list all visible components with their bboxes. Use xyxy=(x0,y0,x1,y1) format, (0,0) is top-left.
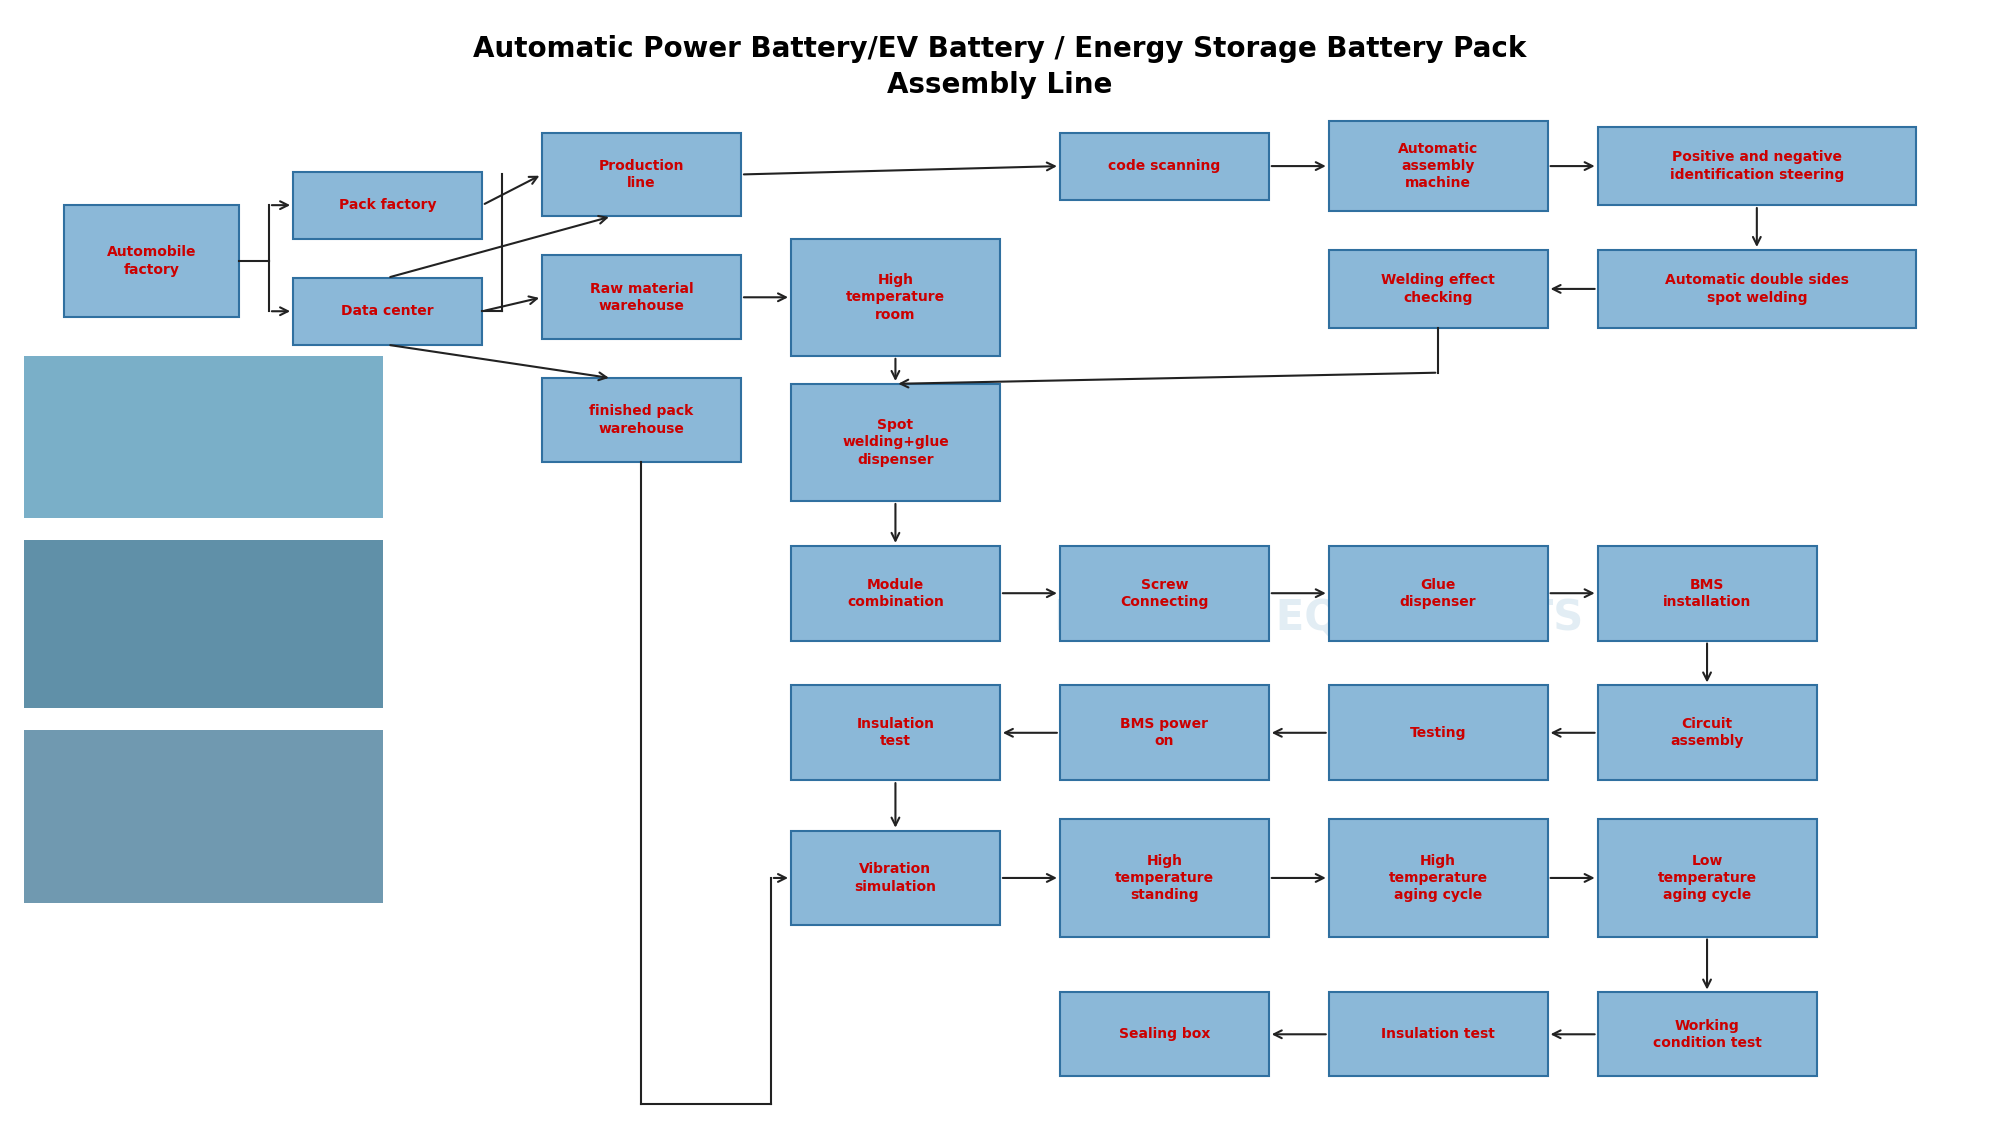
FancyBboxPatch shape xyxy=(292,172,482,238)
Text: Assembly Line: Assembly Line xyxy=(888,71,1112,99)
Text: Automobile
factory: Automobile factory xyxy=(106,245,196,277)
Text: Insulation test: Insulation test xyxy=(1382,1027,1496,1042)
Text: Automatic double sides
spot welding: Automatic double sides spot welding xyxy=(1664,273,1848,305)
FancyBboxPatch shape xyxy=(1328,992,1548,1077)
FancyBboxPatch shape xyxy=(1060,992,1268,1077)
FancyBboxPatch shape xyxy=(1598,250,1916,328)
FancyBboxPatch shape xyxy=(1328,819,1548,937)
FancyBboxPatch shape xyxy=(542,133,742,216)
FancyBboxPatch shape xyxy=(1060,133,1268,199)
Text: BMS
installation: BMS installation xyxy=(1662,577,1752,609)
FancyBboxPatch shape xyxy=(1598,819,1816,937)
Text: Glue
dispenser: Glue dispenser xyxy=(1400,577,1476,609)
FancyBboxPatch shape xyxy=(24,540,382,708)
FancyBboxPatch shape xyxy=(64,205,240,317)
Text: Automatic Power Battery/EV Battery / Energy Storage Battery Pack: Automatic Power Battery/EV Battery / Ene… xyxy=(474,35,1526,63)
FancyBboxPatch shape xyxy=(292,278,482,344)
FancyBboxPatch shape xyxy=(790,546,1000,640)
FancyBboxPatch shape xyxy=(790,830,1000,926)
FancyBboxPatch shape xyxy=(1328,685,1548,781)
Text: Module
combination: Module combination xyxy=(846,577,944,609)
Text: BMS power
on: BMS power on xyxy=(1120,717,1208,748)
FancyBboxPatch shape xyxy=(790,238,1000,356)
Text: Testing: Testing xyxy=(1410,726,1466,740)
Text: High
temperature
standing: High temperature standing xyxy=(1114,854,1214,902)
FancyBboxPatch shape xyxy=(24,356,382,518)
Text: Raw material
warehouse: Raw material warehouse xyxy=(590,281,694,313)
Text: Screw
Connecting: Screw Connecting xyxy=(1120,577,1208,609)
FancyBboxPatch shape xyxy=(1598,546,1816,640)
Text: Sealing box: Sealing box xyxy=(1118,1027,1210,1042)
Text: Data center: Data center xyxy=(342,304,434,318)
Text: Welding effect
checking: Welding effect checking xyxy=(1382,273,1496,305)
Text: Low
temperature
aging cycle: Low temperature aging cycle xyxy=(1658,854,1756,902)
Text: Vibration
simulation: Vibration simulation xyxy=(854,862,936,893)
Text: Insulation
test: Insulation test xyxy=(856,717,934,748)
Text: Production
line: Production line xyxy=(598,159,684,190)
FancyBboxPatch shape xyxy=(790,685,1000,781)
FancyBboxPatch shape xyxy=(1328,250,1548,328)
Text: Automatic
assembly
machine: Automatic assembly machine xyxy=(1398,142,1478,190)
FancyBboxPatch shape xyxy=(1328,546,1548,640)
FancyBboxPatch shape xyxy=(1598,127,1916,205)
FancyBboxPatch shape xyxy=(542,255,742,339)
Text: code scanning: code scanning xyxy=(1108,159,1220,173)
Text: Circuit
assembly: Circuit assembly xyxy=(1670,717,1744,748)
FancyBboxPatch shape xyxy=(1060,546,1268,640)
Text: Positive and negative
identification steering: Positive and negative identification ste… xyxy=(1670,151,1844,182)
Text: Working
condition test: Working condition test xyxy=(1652,1018,1762,1050)
FancyBboxPatch shape xyxy=(542,378,742,462)
Text: finished pack
warehouse: finished pack warehouse xyxy=(590,405,694,435)
FancyBboxPatch shape xyxy=(1598,992,1816,1077)
FancyBboxPatch shape xyxy=(1328,122,1548,210)
FancyBboxPatch shape xyxy=(1060,819,1268,937)
FancyBboxPatch shape xyxy=(24,730,382,903)
Text: BATTERY EQUIPMENTS: BATTERY EQUIPMENTS xyxy=(1054,597,1584,639)
Text: High
temperature
room: High temperature room xyxy=(846,273,944,322)
FancyBboxPatch shape xyxy=(1060,685,1268,781)
Text: Pack factory: Pack factory xyxy=(338,198,436,213)
FancyBboxPatch shape xyxy=(1598,685,1816,781)
FancyBboxPatch shape xyxy=(790,384,1000,501)
Text: High
temperature
aging cycle: High temperature aging cycle xyxy=(1388,854,1488,902)
Text: Spot
welding+glue
dispenser: Spot welding+glue dispenser xyxy=(842,418,948,467)
